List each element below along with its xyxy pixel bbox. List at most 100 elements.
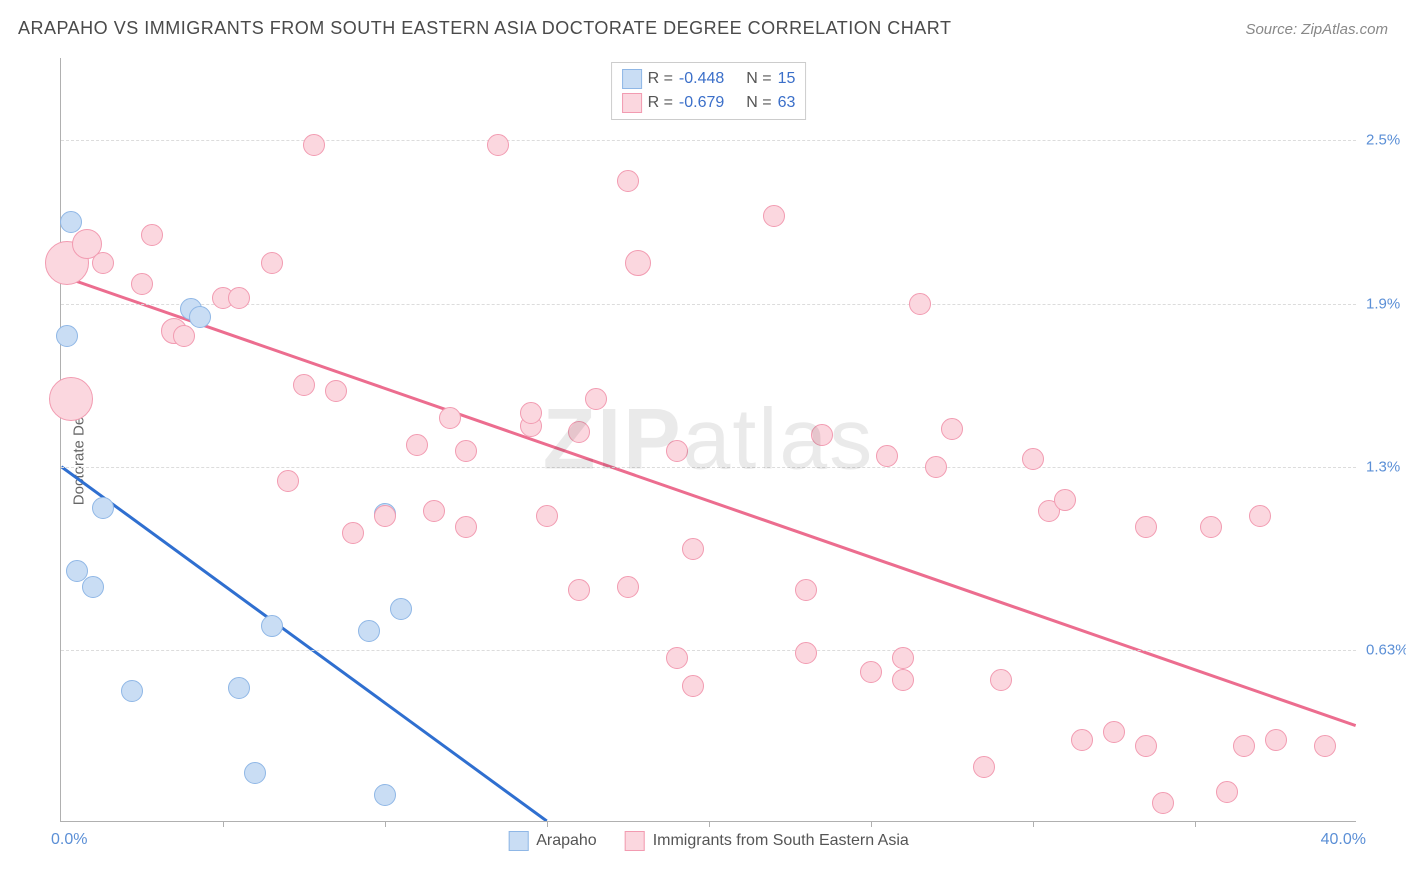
data-point-arapaho — [244, 762, 266, 784]
data-point-immigrants — [666, 440, 688, 462]
series-label-immigrants: Immigrants from South Eastern Asia — [653, 832, 909, 850]
data-point-immigrants — [1135, 516, 1157, 538]
r-value-arapaho: -0.448 — [679, 67, 724, 91]
data-point-immigrants — [617, 170, 639, 192]
data-point-immigrants — [325, 380, 347, 402]
gridline — [61, 140, 1356, 141]
gridline — [61, 650, 1356, 651]
data-point-arapaho — [92, 497, 114, 519]
data-point-immigrants — [568, 579, 590, 601]
data-point-immigrants — [795, 579, 817, 601]
legend-item-arapaho: Arapaho — [508, 831, 597, 851]
data-point-arapaho — [56, 325, 78, 347]
data-point-immigrants — [973, 756, 995, 778]
swatch-immigrants — [625, 831, 645, 851]
x-tick — [709, 821, 710, 827]
y-tick-label: 0.63% — [1366, 642, 1406, 659]
chart-title: ARAPAHO VS IMMIGRANTS FROM SOUTH EASTERN… — [18, 18, 951, 39]
data-point-immigrants — [423, 500, 445, 522]
data-point-immigrants — [876, 445, 898, 467]
n-label: N = — [746, 67, 771, 91]
y-tick-label: 1.3% — [1366, 459, 1406, 476]
data-point-immigrants — [439, 407, 461, 429]
data-point-immigrants — [131, 273, 153, 295]
n-value-arapaho: 15 — [778, 67, 796, 91]
data-point-arapaho — [390, 598, 412, 620]
gridline — [61, 304, 1356, 305]
data-point-immigrants — [941, 418, 963, 440]
trend-lines — [61, 58, 1356, 821]
data-point-immigrants — [682, 538, 704, 560]
y-tick-label: 1.9% — [1366, 295, 1406, 312]
r-label: R = — [648, 67, 673, 91]
data-point-arapaho — [374, 784, 396, 806]
data-point-immigrants — [1103, 721, 1125, 743]
data-point-immigrants — [568, 421, 590, 443]
x-tick — [871, 821, 872, 827]
data-point-arapaho — [358, 620, 380, 642]
data-point-immigrants — [487, 134, 509, 156]
header: ARAPAHO VS IMMIGRANTS FROM SOUTH EASTERN… — [18, 18, 1388, 39]
data-point-immigrants — [173, 325, 195, 347]
data-point-immigrants — [49, 377, 93, 421]
y-tick-label: 2.5% — [1366, 131, 1406, 148]
data-point-immigrants — [293, 374, 315, 396]
x-tick — [223, 821, 224, 827]
data-point-immigrants — [1022, 448, 1044, 470]
data-point-immigrants — [909, 293, 931, 315]
data-point-immigrants — [763, 205, 785, 227]
data-point-immigrants — [1249, 505, 1271, 527]
data-point-immigrants — [666, 647, 688, 669]
data-point-arapaho — [228, 677, 250, 699]
data-point-immigrants — [228, 287, 250, 309]
data-point-immigrants — [1265, 729, 1287, 751]
data-point-immigrants — [625, 250, 651, 276]
data-point-immigrants — [406, 434, 428, 456]
x-tick — [1195, 821, 1196, 827]
series-legend: Arapaho Immigrants from South Eastern As… — [508, 831, 909, 851]
data-point-immigrants — [520, 402, 542, 424]
data-point-immigrants — [1071, 729, 1093, 751]
data-point-immigrants — [1314, 735, 1336, 757]
data-point-immigrants — [303, 134, 325, 156]
x-tick — [1033, 821, 1034, 827]
data-point-immigrants — [92, 252, 114, 274]
x-axis-min-label: 0.0% — [51, 831, 87, 849]
data-point-immigrants — [261, 252, 283, 274]
series-label-arapaho: Arapaho — [536, 832, 597, 850]
data-point-immigrants — [1152, 792, 1174, 814]
x-tick — [547, 821, 548, 827]
data-point-immigrants — [1200, 516, 1222, 538]
n-label: N = — [746, 91, 771, 115]
data-point-immigrants — [617, 576, 639, 598]
data-point-immigrants — [860, 661, 882, 683]
data-point-immigrants — [892, 647, 914, 669]
r-label: R = — [648, 91, 673, 115]
data-point-immigrants — [141, 224, 163, 246]
legend-item-immigrants: Immigrants from South Eastern Asia — [625, 831, 909, 851]
data-point-immigrants — [1135, 735, 1157, 757]
data-point-immigrants — [795, 642, 817, 664]
x-tick — [385, 821, 386, 827]
r-value-immigrants: -0.679 — [679, 91, 724, 115]
swatch-arapaho — [508, 831, 528, 851]
legend-row-immigrants: R = -0.679 N = 63 — [622, 91, 796, 115]
data-point-arapaho — [60, 211, 82, 233]
data-point-arapaho — [82, 576, 104, 598]
swatch-immigrants — [622, 93, 642, 113]
data-point-immigrants — [536, 505, 558, 527]
data-point-immigrants — [925, 456, 947, 478]
data-point-immigrants — [682, 675, 704, 697]
correlation-legend: R = -0.448 N = 15 R = -0.679 N = 63 — [611, 62, 807, 120]
data-point-immigrants — [1216, 781, 1238, 803]
data-point-immigrants — [1054, 489, 1076, 511]
data-point-immigrants — [811, 424, 833, 446]
legend-row-arapaho: R = -0.448 N = 15 — [622, 67, 796, 91]
data-point-immigrants — [374, 505, 396, 527]
chart-plot-area: ZIPatlas R = -0.448 N = 15 R = -0.679 N … — [60, 58, 1356, 822]
gridline — [61, 467, 1356, 468]
data-point-immigrants — [892, 669, 914, 691]
data-point-immigrants — [585, 388, 607, 410]
data-point-immigrants — [990, 669, 1012, 691]
data-point-arapaho — [121, 680, 143, 702]
